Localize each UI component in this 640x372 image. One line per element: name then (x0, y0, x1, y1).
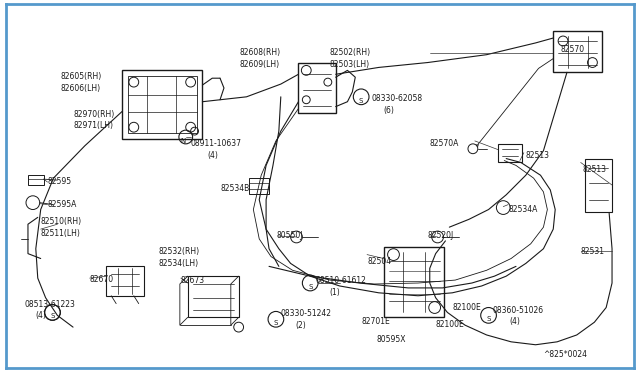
Text: 80595X: 80595X (377, 335, 406, 344)
Text: 08330-51242: 08330-51242 (281, 310, 332, 318)
Bar (584, 158, 612, 212)
Text: (2): (2) (296, 321, 307, 330)
Bar (188, 276, 239, 317)
Bar (298, 62, 336, 113)
Text: 82570A: 82570A (430, 139, 459, 148)
Bar (28, 175, 44, 185)
Text: 82100E: 82100E (452, 302, 481, 312)
Text: 82510(RH): 82510(RH) (41, 217, 82, 226)
Bar (499, 144, 522, 161)
Text: 08330-62058: 08330-62058 (372, 94, 423, 103)
Bar (122, 70, 202, 139)
Text: S: S (359, 98, 364, 104)
Text: 82605(RH): 82605(RH) (60, 72, 102, 81)
Text: 82534(LH): 82534(LH) (158, 259, 198, 267)
Text: 82534A: 82534A (508, 205, 538, 214)
Text: 82100E: 82100E (436, 320, 465, 329)
Text: v: v (476, 143, 479, 148)
Text: (4): (4) (207, 151, 218, 160)
Text: 08513-61223: 08513-61223 (24, 300, 75, 309)
Text: 82971(LH): 82971(LH) (73, 121, 113, 130)
Bar (106, 266, 143, 296)
Text: S: S (486, 316, 491, 322)
Bar (384, 247, 444, 317)
Text: N: N (180, 138, 186, 144)
Text: 82570: 82570 (560, 45, 584, 54)
Text: 82606(LH): 82606(LH) (60, 84, 100, 93)
Text: 82970(RH): 82970(RH) (73, 110, 115, 119)
Text: 82502(RH): 82502(RH) (330, 48, 371, 57)
Text: (4): (4) (36, 311, 47, 320)
Bar (250, 178, 269, 194)
Text: 82504: 82504 (367, 257, 391, 266)
Text: 08360-51026: 08360-51026 (493, 305, 543, 315)
Text: 82532(RH): 82532(RH) (158, 247, 200, 256)
Text: 82511(LH): 82511(LH) (41, 229, 81, 238)
Text: 82513: 82513 (526, 151, 550, 160)
Text: S: S (51, 313, 54, 319)
Text: 82595A: 82595A (47, 200, 77, 209)
Text: 08510-61612: 08510-61612 (315, 276, 366, 285)
Text: 82701E: 82701E (361, 317, 390, 326)
Text: 82520J: 82520J (428, 231, 454, 240)
Text: 82609(LH): 82609(LH) (239, 60, 280, 68)
Text: 82531: 82531 (580, 247, 605, 256)
Text: S: S (308, 284, 312, 290)
Text: 08911-10637: 08911-10637 (191, 139, 242, 148)
Text: 82595: 82595 (47, 177, 72, 186)
Text: (4): (4) (509, 317, 520, 326)
Text: (6): (6) (384, 106, 395, 115)
Bar (553, 31, 602, 72)
Text: 82673: 82673 (181, 276, 205, 285)
Text: 82608(RH): 82608(RH) (239, 48, 281, 57)
Text: 82503(LH): 82503(LH) (330, 60, 370, 68)
Text: 82534B: 82534B (220, 184, 250, 193)
Text: 82670: 82670 (90, 275, 114, 284)
Text: ^825*0024: ^825*0024 (543, 350, 588, 359)
Text: 80550J: 80550J (277, 231, 303, 240)
Text: S: S (274, 320, 278, 326)
Text: 82513: 82513 (582, 166, 607, 174)
Text: (1): (1) (330, 288, 340, 297)
Bar (128, 76, 196, 133)
